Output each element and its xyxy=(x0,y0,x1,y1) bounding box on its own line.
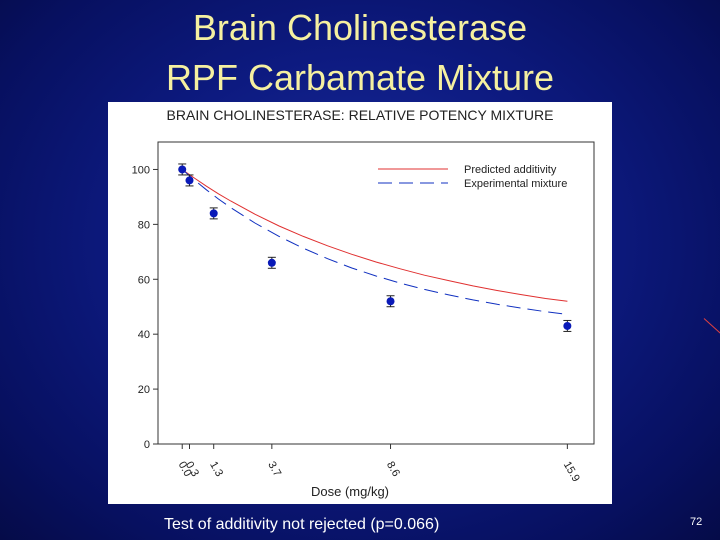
x-tick-label: 15.9 xyxy=(561,460,582,485)
plot-frame xyxy=(157,141,595,445)
y-tick-label: 0 xyxy=(144,439,150,451)
x-axis: 0.00.3 1.3 3.7 8.6 15.9 xyxy=(176,444,582,484)
y-tick-label: 60 xyxy=(138,274,150,286)
decorative-line xyxy=(703,318,720,337)
data-point xyxy=(563,321,572,330)
data-point xyxy=(209,209,218,218)
data-point xyxy=(185,176,194,185)
data-point xyxy=(178,165,187,174)
x-tick-label: 3.7 xyxy=(265,460,283,479)
y-tick-label: 20 xyxy=(138,384,150,396)
series-line-predicted xyxy=(181,169,568,302)
x-tick-label: 1.3 xyxy=(207,460,225,479)
points-layer xyxy=(178,163,572,332)
legend-label-predicted: Predicted additivity xyxy=(464,164,557,176)
series-line-experimental xyxy=(181,169,568,315)
page-number: 72 xyxy=(690,516,703,528)
legend: Predicted additivity Experimental mixtur… xyxy=(378,164,567,190)
y-tick-label: 100 xyxy=(132,164,150,176)
x-axis-label: Dose (mg/kg) xyxy=(311,484,389,499)
x-tick-label: 8.6 xyxy=(384,460,402,479)
series-layer xyxy=(181,169,568,315)
y-axis: 0 20 40 60 80 100 xyxy=(132,164,158,451)
data-point xyxy=(386,297,395,306)
slide-title-line-2: RPF Carbamate Mixture xyxy=(165,57,555,98)
chart-svg: BRAIN CHOLINESTERASE: RELATIVE POTENCY M… xyxy=(132,107,595,499)
footnote: Test of additivity not rejected (p=0.066… xyxy=(164,516,440,533)
y-tick-label: 40 xyxy=(138,329,150,341)
slide-title-line-1: Brain Cholinesterase xyxy=(192,7,528,48)
chart-panel: BRAIN CHOLINESTERASE: RELATIVE POTENCY M… xyxy=(108,102,612,504)
data-point xyxy=(267,258,276,267)
legend-label-experimental: Experimental mixture xyxy=(464,178,567,190)
chart-title: BRAIN CHOLINESTERASE: RELATIVE POTENCY M… xyxy=(167,107,554,123)
y-tick-label: 80 xyxy=(138,219,150,231)
